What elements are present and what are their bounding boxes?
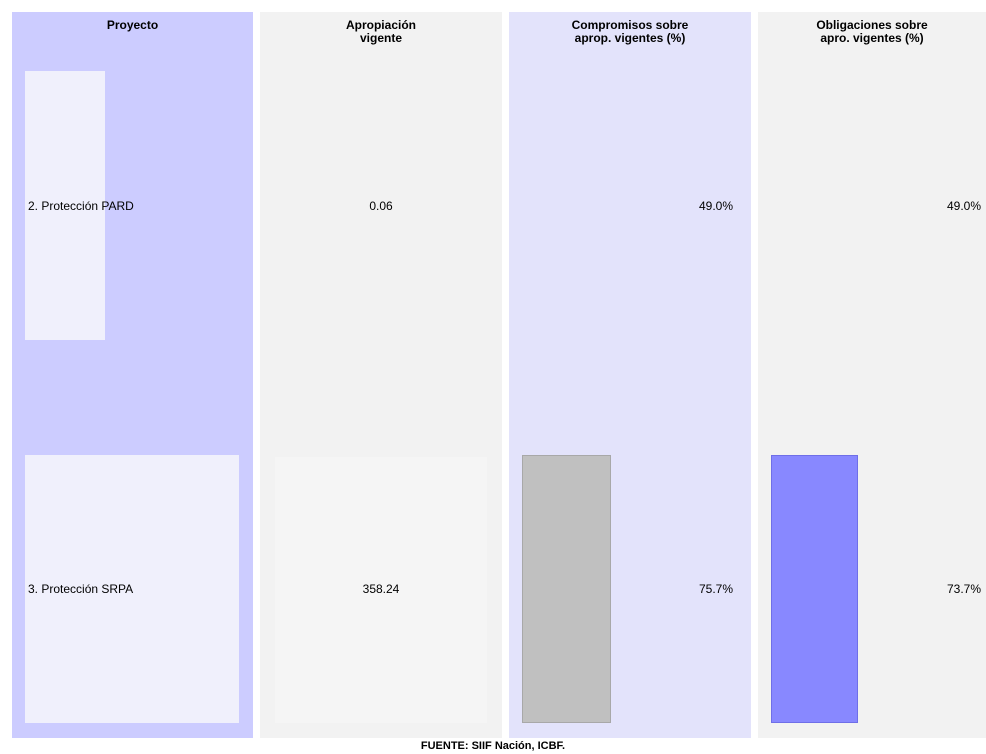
compromisos-value-srpa: 75.7% bbox=[698, 582, 733, 596]
apropiacion-bar-srpa bbox=[275, 457, 487, 723]
source-footer: FUENTE: SIIF Nación, ICBF. bbox=[420, 740, 566, 752]
column-header-compromisos: Compromisos sobre aprop. vigentes (%) bbox=[571, 18, 689, 45]
proyecto-bar-srpa bbox=[25, 455, 239, 723]
column-header-obligaciones: Obligaciones sobre apro. vigentes (%) bbox=[816, 18, 928, 45]
proyecto-bar-pard bbox=[25, 71, 105, 340]
obligaciones-bar-srpa bbox=[771, 455, 858, 723]
column-header-apropiacion: Apropiación vigente bbox=[345, 18, 416, 45]
compromisos-bar-srpa bbox=[522, 455, 612, 723]
proyecto-label-pard: 2. Protección PARD bbox=[28, 199, 134, 213]
obligaciones-value-pard: 49.0% bbox=[946, 199, 981, 213]
proyecto-label-srpa: 3. Protección SRPA bbox=[28, 582, 134, 596]
apropiacion-value-pard: 0.06 bbox=[369, 199, 393, 213]
obligaciones-value-srpa: 73.7% bbox=[946, 582, 981, 596]
apropiacion-value-srpa: 358.24 bbox=[362, 582, 400, 596]
compromisos-value-pard: 49.0% bbox=[698, 199, 733, 213]
column-header-proyecto: Proyecto bbox=[106, 18, 159, 32]
